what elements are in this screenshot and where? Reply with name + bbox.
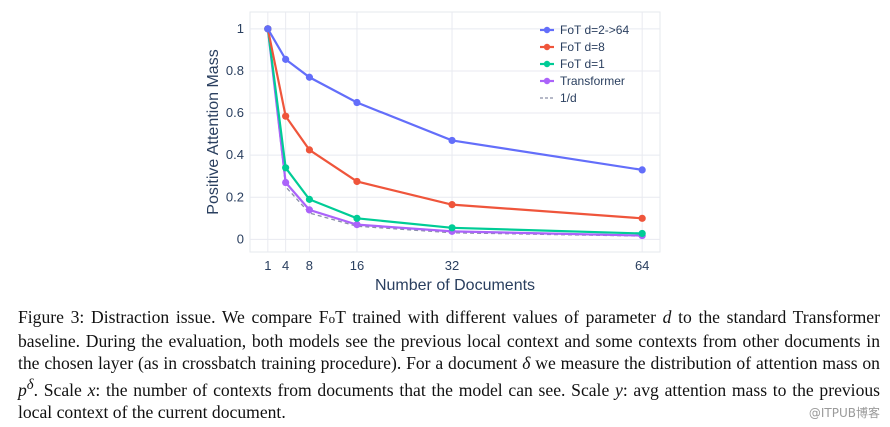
legend-marker xyxy=(543,26,551,34)
data-point xyxy=(353,177,361,186)
caption-label: Figure 3: xyxy=(18,307,85,327)
data-point xyxy=(282,112,290,120)
data-point xyxy=(305,206,314,214)
data-point xyxy=(638,214,646,222)
x-tick-label: 4 xyxy=(282,258,289,273)
legend-label: FoT d=2->64 xyxy=(560,23,629,37)
x-tick-label: 1 xyxy=(264,258,271,273)
x-axis-title: Number of Documents xyxy=(375,277,535,294)
data-point xyxy=(282,55,290,63)
y-tick-label: 0.4 xyxy=(226,147,244,162)
y-tick-label: 0.8 xyxy=(226,63,244,78)
data-point xyxy=(305,146,314,154)
data-point xyxy=(305,73,314,81)
watermark: @ITPUB博客 xyxy=(808,406,880,420)
data-point xyxy=(353,221,361,229)
legend-label: 1/d xyxy=(560,91,577,105)
x-tick-label: 32 xyxy=(445,258,459,273)
x-tick-label: 16 xyxy=(350,258,364,273)
legend-marker xyxy=(543,77,551,85)
series-line-fot-d-2-64 xyxy=(266,28,643,171)
data-point xyxy=(638,229,646,238)
data-point xyxy=(353,214,361,222)
legend-marker xyxy=(543,60,551,68)
data-point xyxy=(305,195,314,203)
series-line-fot-d-8 xyxy=(266,28,643,220)
y-tick-label: 0.6 xyxy=(226,105,244,120)
data-point xyxy=(638,166,646,174)
x-tick-label: 8 xyxy=(306,258,313,273)
series-line-fot-d-1 xyxy=(266,28,643,235)
y-tick-label: 0 xyxy=(237,231,244,246)
figure-caption: Figure 3: Distraction issue. We compare … xyxy=(18,307,881,422)
attention-mass-chart: 00.20.40.60.811 4 8 16 32 64 Positive Attenti… xyxy=(205,11,661,294)
legend-marker xyxy=(543,43,551,51)
legend: FoT d=2->64 FoT d=8 FoT d=1 Transformer 1/d xyxy=(540,23,629,105)
data-point xyxy=(282,164,290,172)
legend-label: FoT d=8 xyxy=(560,40,605,54)
y-axis-title: Positive Attention Mass xyxy=(205,49,222,214)
x-tick-label: 64 xyxy=(635,258,649,273)
data-point xyxy=(282,178,290,187)
data-point xyxy=(264,25,272,33)
data-point xyxy=(353,98,361,107)
series-line-1-d xyxy=(267,28,643,237)
legend-label: Transformer xyxy=(560,74,625,88)
legend-label: FoT d=1 xyxy=(560,57,605,71)
y-tick-label: 0.2 xyxy=(226,189,244,204)
series-line-transformer xyxy=(266,28,643,237)
data-point xyxy=(448,136,456,145)
data-point xyxy=(448,224,456,232)
data-point xyxy=(448,201,456,209)
y-tick-label: 1 xyxy=(237,21,244,36)
